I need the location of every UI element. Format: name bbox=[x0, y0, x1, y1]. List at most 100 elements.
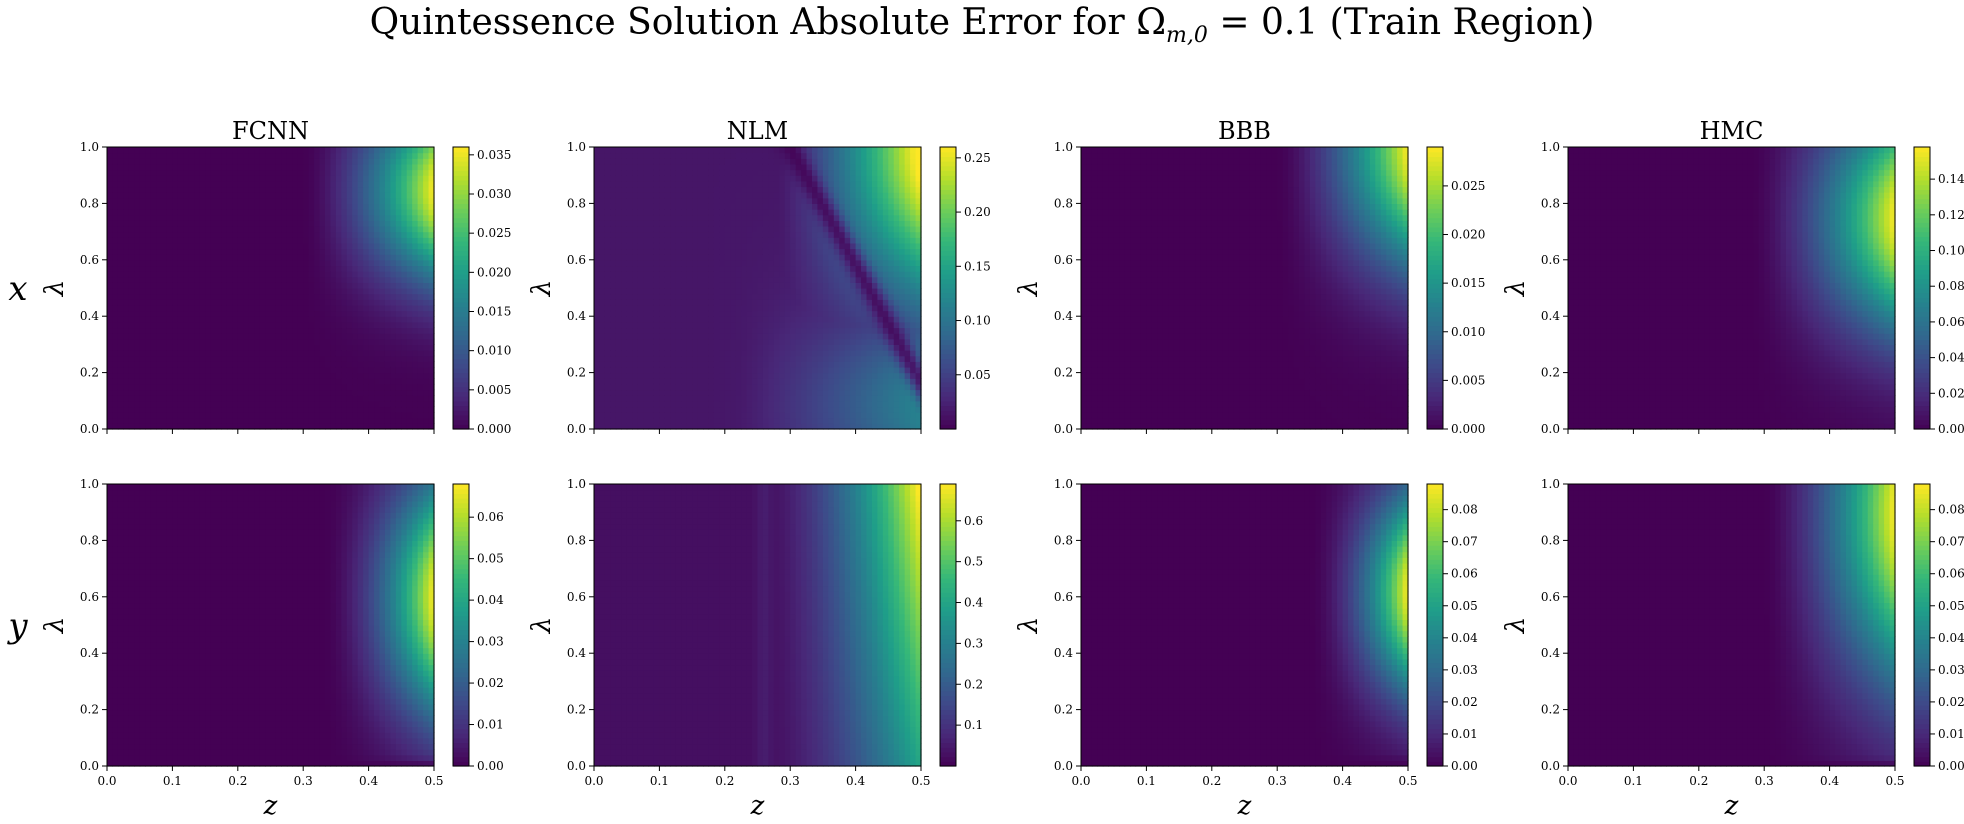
heatmap-cell bbox=[637, 225, 644, 233]
heatmap-cell bbox=[637, 192, 644, 199]
heatmap-cell bbox=[719, 254, 726, 261]
heatmap-cell bbox=[297, 304, 304, 312]
heatmap-cell bbox=[790, 231, 797, 238]
heatmap-cell bbox=[417, 310, 424, 317]
heatmap-cell bbox=[390, 237, 397, 244]
heatmap-cell bbox=[330, 406, 337, 413]
heatmap-cell bbox=[259, 192, 266, 199]
heatmap-cell bbox=[374, 271, 381, 278]
heatmap-cell bbox=[341, 366, 348, 374]
heatmap-cell bbox=[648, 299, 655, 306]
heatmap-cell bbox=[762, 180, 769, 188]
heatmap-cell bbox=[314, 158, 321, 165]
heatmap-cell bbox=[599, 169, 606, 176]
heatmap-cell bbox=[708, 209, 715, 216]
heatmap-cell bbox=[194, 412, 201, 419]
heatmap-cell bbox=[762, 361, 769, 368]
heatmap-cell bbox=[139, 378, 146, 385]
heatmap-cell bbox=[637, 395, 644, 402]
heatmap-cell bbox=[626, 265, 633, 272]
heatmap-cell bbox=[675, 355, 682, 362]
heatmap-cell bbox=[341, 383, 348, 391]
y-tick-label: 0.4 bbox=[80, 309, 99, 323]
heatmap-cell bbox=[205, 265, 212, 272]
heatmap-cell bbox=[156, 248, 163, 255]
heatmap-cell bbox=[112, 350, 119, 357]
colorbar-tick-label: 0.025 bbox=[477, 226, 511, 240]
heatmap-cell bbox=[390, 197, 397, 204]
heatmap-cell bbox=[708, 152, 715, 159]
heatmap-cell bbox=[205, 417, 212, 424]
heatmap-cell bbox=[664, 327, 671, 334]
heatmap-cell bbox=[172, 180, 179, 188]
heatmap-cell bbox=[210, 355, 217, 362]
heatmap-cell bbox=[615, 389, 622, 396]
heatmap-cell bbox=[156, 344, 163, 351]
heatmap-cell bbox=[719, 197, 726, 204]
heatmap-cell bbox=[216, 248, 223, 255]
heatmap-cell bbox=[659, 237, 666, 244]
heatmap-cell bbox=[643, 366, 650, 374]
heatmap-cell bbox=[199, 186, 206, 193]
heatmap-cell bbox=[243, 265, 250, 272]
heatmap-cell bbox=[681, 265, 688, 272]
heatmap-cell bbox=[346, 152, 353, 159]
heatmap-cell bbox=[107, 389, 114, 396]
heatmap-cell bbox=[248, 197, 255, 204]
heatmap-cell bbox=[177, 412, 184, 419]
heatmap-cell bbox=[741, 259, 748, 267]
heatmap-cell bbox=[412, 254, 419, 261]
heatmap-cell bbox=[746, 395, 753, 402]
heatmap-cell bbox=[297, 361, 304, 368]
heatmap-cell bbox=[390, 361, 397, 368]
heatmap-cell bbox=[686, 276, 693, 283]
heatmap-cell bbox=[626, 271, 633, 278]
heatmap-cell bbox=[134, 355, 141, 362]
heatmap-cell bbox=[303, 203, 310, 210]
heatmap-cell bbox=[325, 338, 332, 345]
heatmap-cell bbox=[762, 350, 769, 357]
heatmap-cell bbox=[752, 203, 759, 210]
heatmap-cell bbox=[330, 254, 337, 261]
heatmap-cell bbox=[610, 316, 617, 323]
heatmap-cell bbox=[308, 344, 315, 351]
heatmap-cell bbox=[615, 248, 622, 255]
heatmap-cell bbox=[188, 389, 195, 396]
heatmap-cell bbox=[741, 265, 748, 272]
heatmap-cell bbox=[724, 186, 731, 193]
heatmap-cell bbox=[719, 242, 726, 250]
heatmap-cell bbox=[752, 220, 759, 227]
heatmap-cell bbox=[621, 158, 628, 165]
heatmap-cell bbox=[390, 423, 397, 430]
heatmap-cell bbox=[368, 400, 375, 408]
heatmap-cell bbox=[594, 147, 601, 154]
heatmap-cell bbox=[243, 378, 250, 385]
heatmap-cell bbox=[352, 361, 359, 368]
heatmap-cell bbox=[330, 180, 337, 188]
heatmap-cell bbox=[357, 254, 364, 261]
heatmap-cell bbox=[379, 338, 386, 345]
heatmap-cell bbox=[286, 350, 293, 357]
heatmap-cell bbox=[254, 186, 261, 193]
heatmap-cell bbox=[139, 316, 146, 323]
heatmap-cell bbox=[621, 304, 628, 312]
heatmap-cell bbox=[719, 271, 726, 278]
heatmap-cell bbox=[795, 276, 802, 283]
heatmap-cell bbox=[670, 293, 677, 300]
heatmap-cell bbox=[735, 231, 742, 238]
heatmap-cell bbox=[161, 163, 168, 171]
heatmap-cell bbox=[406, 147, 413, 154]
heatmap-cell bbox=[335, 366, 342, 374]
heatmap-cell bbox=[735, 152, 742, 159]
heatmap-cell bbox=[374, 248, 381, 255]
heatmap-cell bbox=[730, 259, 737, 267]
heatmap-cell bbox=[703, 383, 710, 391]
heatmap-cell bbox=[346, 231, 353, 238]
colorbar-segment bbox=[453, 245, 469, 251]
heatmap-cell bbox=[123, 225, 130, 233]
heatmap-cell bbox=[107, 248, 114, 255]
heatmap-cell bbox=[314, 310, 321, 317]
heatmap-cell bbox=[735, 372, 742, 379]
heatmap-cell bbox=[243, 412, 250, 419]
heatmap-cell bbox=[286, 395, 293, 402]
